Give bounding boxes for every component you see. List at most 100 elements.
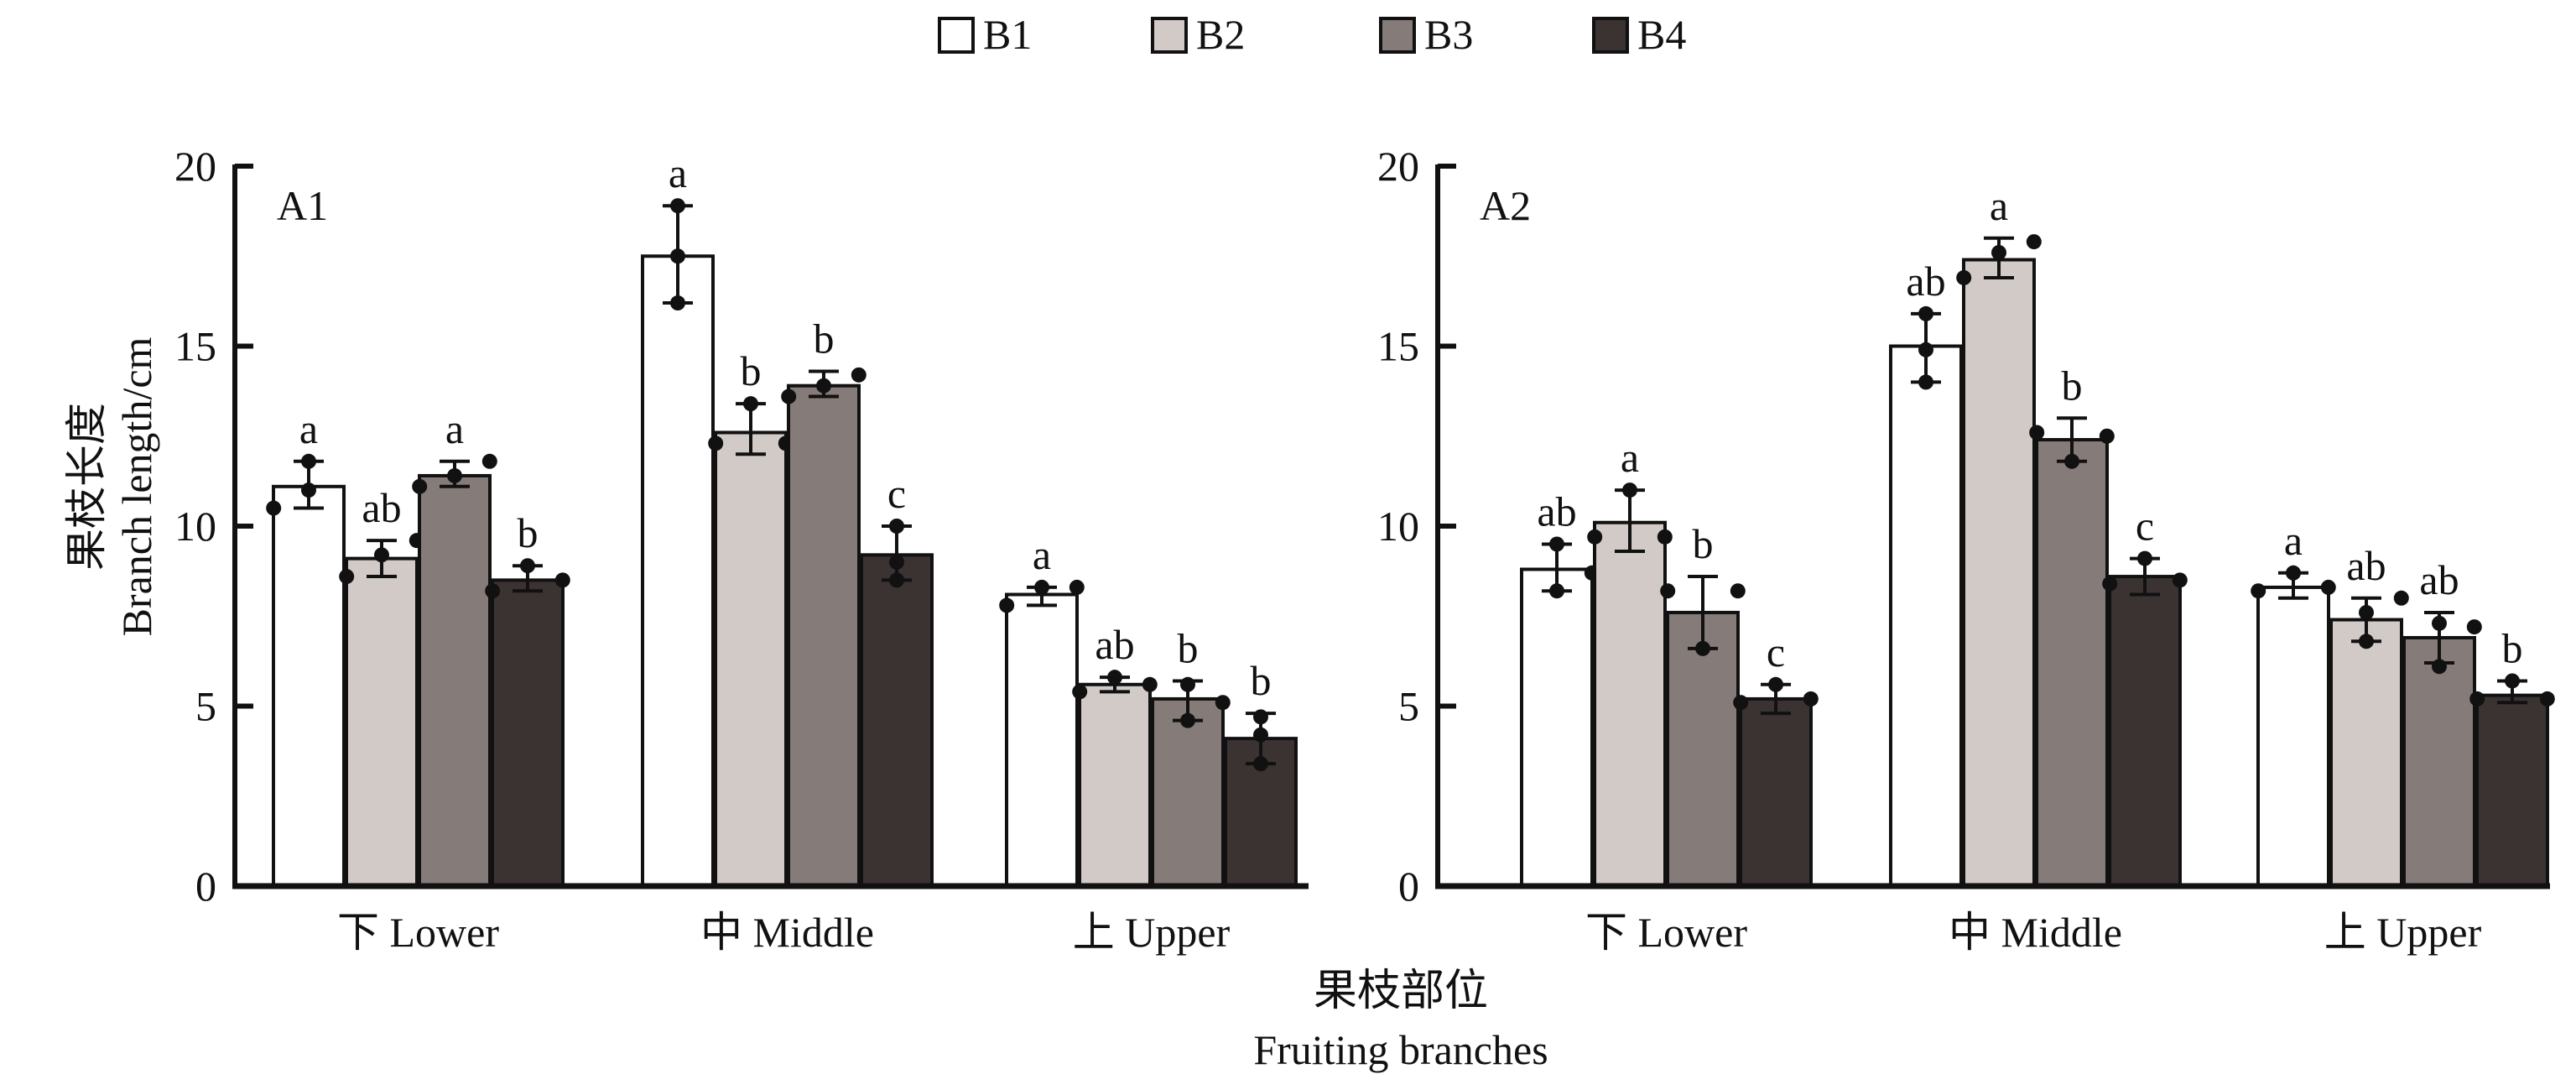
data-point <box>266 500 282 516</box>
significance-letter: b <box>814 316 835 362</box>
y-tick-label: 0 <box>1398 863 1419 910</box>
y-tick-label: 20 <box>1377 143 1419 190</box>
data-point <box>301 453 316 469</box>
bar-b2 <box>2329 618 2403 888</box>
y-tick-label: 15 <box>174 323 216 370</box>
bar-b4 <box>2475 693 2549 888</box>
y-axis-label: 果枝长度 Branch length/cm <box>63 336 160 636</box>
bar-b4 <box>860 553 934 888</box>
data-point <box>2466 619 2482 635</box>
data-point <box>1733 695 1749 711</box>
data-point <box>2539 691 2555 707</box>
bar-b3 <box>2402 635 2476 888</box>
significance-letter: ab <box>1537 488 1576 535</box>
data-point <box>1549 536 1564 552</box>
data-point <box>1730 583 1746 599</box>
data-point <box>2137 550 2152 566</box>
bar-b1 <box>1889 344 1963 888</box>
legend-swatch-b3 <box>1379 17 1416 54</box>
significance-letter: ab <box>1095 621 1134 668</box>
data-point <box>481 453 497 469</box>
data-point <box>1107 670 1122 686</box>
legend-label-b2: B2 <box>1196 11 1245 58</box>
data-point <box>889 519 904 534</box>
data-point <box>1660 583 1676 599</box>
data-point <box>1695 640 1710 656</box>
data-point <box>1991 244 2006 260</box>
bar-b1 <box>1520 567 1594 888</box>
legend-label-b3: B3 <box>1424 11 1473 58</box>
data-point <box>1069 579 1085 595</box>
data-point <box>1215 695 1231 711</box>
data-point <box>999 597 1015 613</box>
data-point <box>2064 453 2079 469</box>
bar-b2 <box>1962 258 2036 889</box>
y-tick-label: 5 <box>195 683 216 730</box>
data-point <box>743 396 758 412</box>
bar-b1 <box>272 484 346 888</box>
data-point <box>2099 428 2115 444</box>
significance-letter: b <box>741 347 762 394</box>
y-tick-label: 10 <box>1377 503 1419 550</box>
x-axis-label-en: Fruiting branches <box>1253 1026 1548 1073</box>
bar-b2 <box>345 556 419 888</box>
significance-letter: a <box>299 405 318 452</box>
data-point <box>1918 374 1933 390</box>
significance-letter: b <box>1251 657 1272 704</box>
significance-letter: b <box>518 509 539 556</box>
legend-swatch-b4 <box>1592 17 1629 54</box>
data-point <box>2172 572 2188 588</box>
data-point <box>2029 425 2045 441</box>
legend-swatch-b1 <box>938 17 975 54</box>
bar-b4 <box>491 578 565 888</box>
data-point <box>447 467 462 483</box>
data-point <box>1253 727 1268 743</box>
significance-letter: ab <box>2419 556 2459 603</box>
bar-b1 <box>641 254 715 888</box>
data-point <box>1034 579 1049 595</box>
data-point <box>1768 676 1783 692</box>
data-point <box>1253 709 1268 725</box>
significance-letter: ab <box>2346 542 2386 589</box>
x-tick-label: 下 Lower <box>1585 909 1747 956</box>
significance-letter: a <box>1621 434 1639 481</box>
data-point <box>670 198 685 214</box>
data-point <box>1142 676 1158 692</box>
y-tick-label: 20 <box>174 143 216 190</box>
data-point <box>2359 604 2374 620</box>
data-point <box>520 558 535 574</box>
significance-letter: ab <box>362 484 401 531</box>
significance-letter: b <box>2062 362 2083 409</box>
data-point <box>670 248 685 264</box>
significance-letter: a <box>445 405 464 452</box>
legend: B1 B2 B3 B4 <box>938 11 1686 58</box>
x-tick-label: 下 Lower <box>337 909 499 956</box>
data-point <box>2432 615 2447 631</box>
panel-label: A1 <box>277 182 328 229</box>
y-tick-label: 15 <box>1377 323 1419 370</box>
data-point <box>2469 691 2485 707</box>
data-point <box>485 583 501 599</box>
y-tick-label: 0 <box>195 863 216 910</box>
data-point <box>2026 234 2042 250</box>
legend-swatch-b2 <box>1151 17 1188 54</box>
x-tick-label: 中 Middle <box>700 909 874 956</box>
significance-letter: c <box>2136 503 2154 550</box>
data-point <box>2286 565 2301 581</box>
bar-b3 <box>1151 696 1225 888</box>
significance-letter: a <box>669 149 687 196</box>
x-axis-label-cn: 果枝部位 <box>1314 967 1488 1015</box>
data-point <box>1803 691 1819 707</box>
data-point <box>2102 576 2118 592</box>
bar-b3 <box>2035 438 2109 888</box>
data-point <box>2505 673 2520 689</box>
data-point <box>889 554 904 570</box>
y-tick-label: 10 <box>174 503 216 550</box>
bar-b2 <box>714 430 788 888</box>
bar-b2 <box>1078 682 1152 889</box>
data-point <box>1657 529 1673 545</box>
legend-label-b1: B1 <box>983 11 1032 58</box>
data-point <box>816 378 831 394</box>
data-point <box>2393 590 2409 606</box>
